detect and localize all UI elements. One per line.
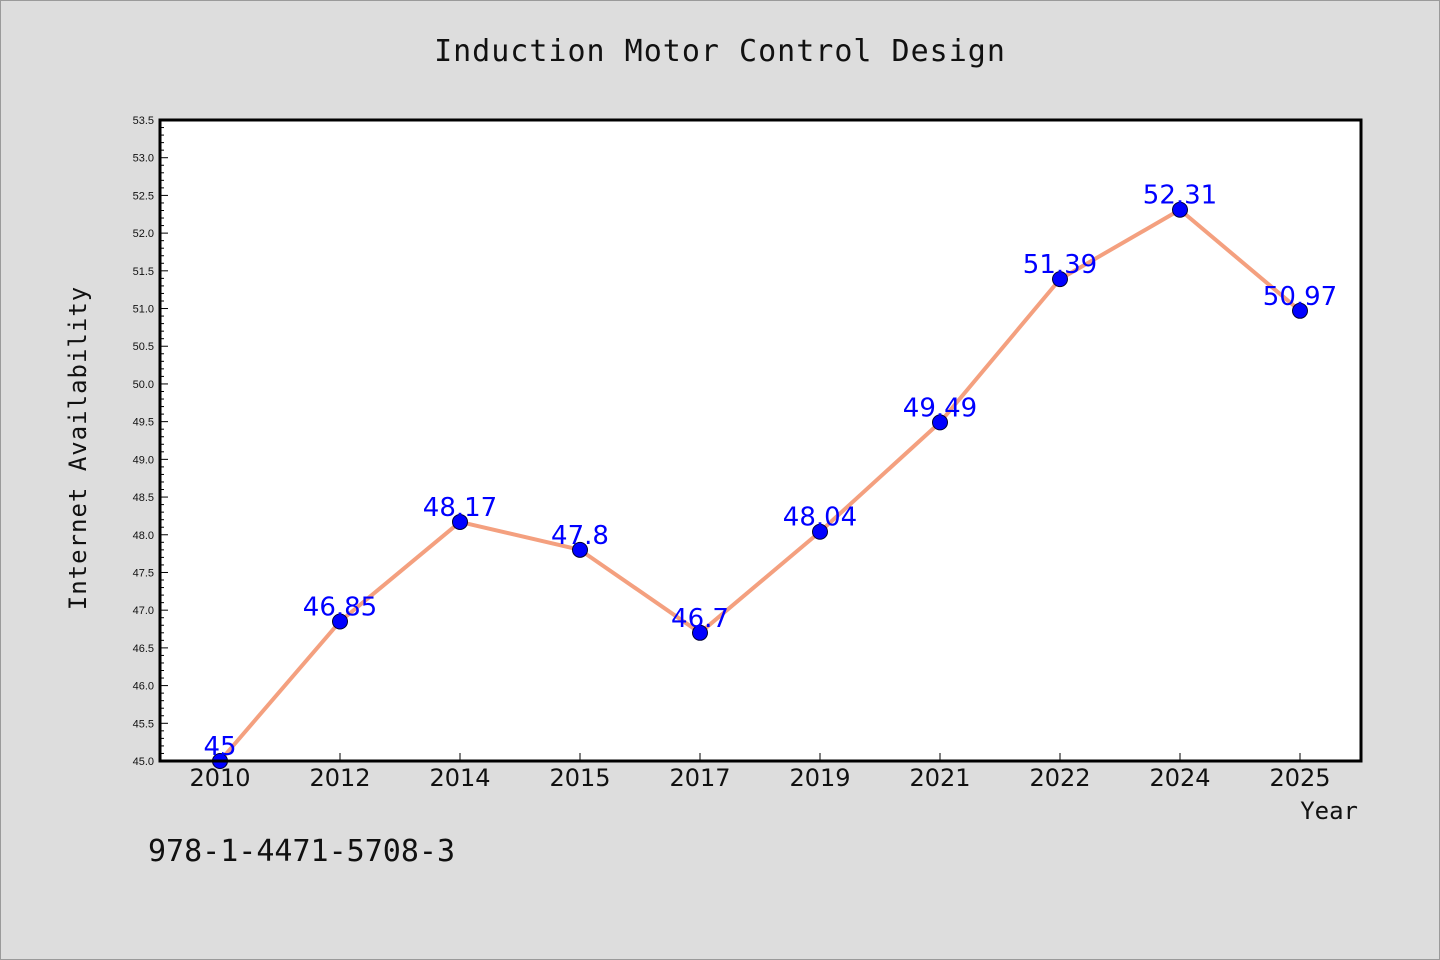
x-tick-label: 2019 — [789, 764, 850, 792]
data-label: 51.39 — [1023, 250, 1097, 280]
data-point — [1172, 201, 1188, 218]
x-tick-label: 2014 — [429, 764, 490, 792]
data-label: 48.17 — [423, 493, 497, 523]
y-tick-label: 52.0 — [133, 228, 154, 240]
y-tick-label: 51.0 — [133, 304, 154, 316]
y-tick-label: 53.0 — [133, 153, 154, 165]
y-tick-label: 46.0 — [133, 681, 154, 693]
y-tick-label: 46.5 — [133, 643, 154, 655]
data-point — [452, 513, 468, 530]
y-tick-label: 47.0 — [133, 605, 154, 617]
y-tick-label: 45.5 — [133, 718, 154, 730]
y-tick-label: 49.5 — [133, 417, 154, 429]
y-tick-label: 50.0 — [133, 379, 154, 391]
x-tick-label: 2012 — [309, 764, 370, 792]
data-label: 46.85 — [303, 592, 377, 622]
isbn-footnote: 978-1-4471-5708-3 — [148, 834, 456, 869]
plot-area — [160, 120, 1361, 761]
x-axis-label: Year — [1300, 797, 1358, 825]
data-label: 45 — [203, 732, 236, 762]
data-series: 45 46.85 48.17 47.8 46.7 48.04 49.49 51.39 52.31… — [203, 181, 1337, 769]
y-tick-label: 48.5 — [133, 492, 154, 504]
x-tick-label: 2015 — [549, 764, 610, 792]
data-label: 48.04 — [783, 503, 857, 533]
data-label: 47.8 — [551, 521, 609, 551]
series-line — [218, 207, 1302, 763]
y-tick-label: 52.5 — [133, 190, 154, 202]
data-label: 49.49 — [903, 393, 977, 423]
x-tick-label: 2024 — [1149, 764, 1210, 792]
data-label: 50.97 — [1263, 282, 1337, 312]
y-tick-label: 48.0 — [133, 530, 154, 542]
data-label: 52.31 — [1143, 181, 1217, 211]
data-point — [932, 414, 948, 431]
data-point — [1292, 302, 1308, 319]
x-tick-label: 2025 — [1269, 764, 1330, 792]
data-point — [1052, 271, 1068, 288]
x-tick-label: 2017 — [669, 764, 730, 792]
data-point — [692, 624, 708, 641]
chart-title: Induction Motor Control Design — [434, 34, 1006, 69]
y-tick-label: 51.5 — [133, 266, 154, 278]
data-point — [332, 613, 348, 630]
data-point — [572, 541, 588, 558]
y-tick-label: 49.0 — [133, 454, 154, 466]
data-label: 46.7 — [671, 604, 729, 634]
y-tick-label: 47.5 — [133, 567, 154, 579]
y-tick-label: 45.0 — [133, 756, 154, 768]
y-tick-label: 53.5 — [133, 115, 154, 127]
data-point — [812, 523, 828, 540]
y-tick-label: 50.5 — [133, 341, 154, 353]
plot-border — [158, 118, 1363, 763]
x-axis-ticks: 2010 2012 2014 2015 2017 2019 2021 2022 2024 2025 — [189, 753, 1331, 792]
y-axis-ticks: 45.0 45.5 46.0 46.5 47.0 47.5 48.0 48.5 49.0 49.5… — [133, 115, 168, 768]
x-tick-label: 2021 — [909, 764, 970, 792]
x-tick-label: 2022 — [1029, 764, 1090, 792]
